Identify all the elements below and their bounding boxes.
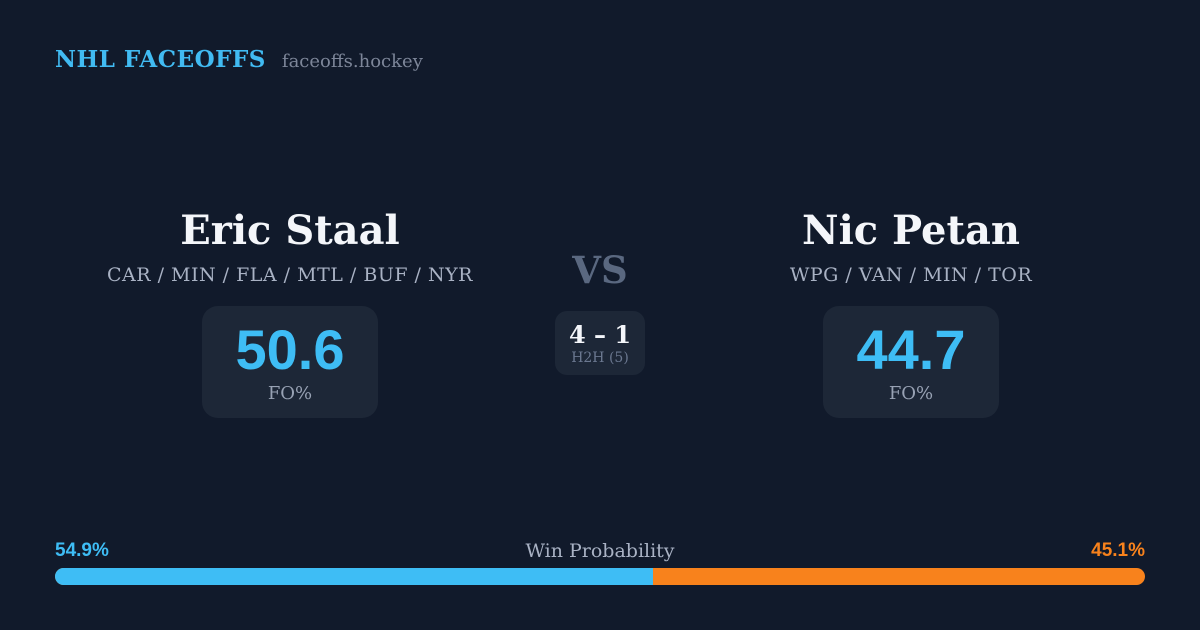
player-right-stat-value: 44.7 (856, 317, 966, 381)
player-right-name: Nic Petan (802, 207, 1020, 254)
win-probability-labels: 54.9% Win Probability 45.1% (55, 540, 1145, 564)
player-right-stat-card: 44.7 FO% (823, 306, 999, 418)
player-left-teams: CAR / MIN / FLA / MTL / BUF / NYR (107, 264, 473, 286)
brand-title: NHL FACEOFFS (55, 46, 266, 73)
header: NHL FACEOFFS faceoffs.hockey (55, 46, 423, 73)
h2h-score: 4 – 1 (568, 319, 632, 349)
player-left-stat-card: 50.6 FO% (202, 306, 378, 418)
player-left-stat-value: 50.6 (235, 317, 345, 381)
player-left-name: Eric Staal (180, 207, 400, 254)
win-probability-right-pct: 45.1% (1091, 540, 1145, 561)
player-right-teams: WPG / VAN / MIN / TOR (789, 264, 1033, 286)
win-probability-bar-left-segment (55, 568, 654, 585)
player-right-stat-label: FO% (888, 382, 934, 404)
h2h-label: H2H (5) (571, 349, 629, 366)
player-right: Nic Petan WPG / VAN / MIN / TOR 44.7 FO% (701, 206, 1121, 418)
h2h-card: 4 – 1 H2H (5) (555, 311, 645, 375)
site-domain: faceoffs.hockey (281, 51, 423, 72)
win-probability-bar (55, 568, 1145, 585)
vs-label: VS (572, 248, 628, 292)
player-left-stat-label: FO% (267, 382, 313, 404)
win-probability-left-pct: 54.9% (55, 540, 109, 561)
player-left: Eric Staal CAR / MIN / FLA / MTL / BUF /… (80, 206, 500, 418)
win-probability-title: Win Probability (525, 540, 675, 562)
vs-column: VS 4 – 1 H2H (5) (500, 248, 700, 375)
